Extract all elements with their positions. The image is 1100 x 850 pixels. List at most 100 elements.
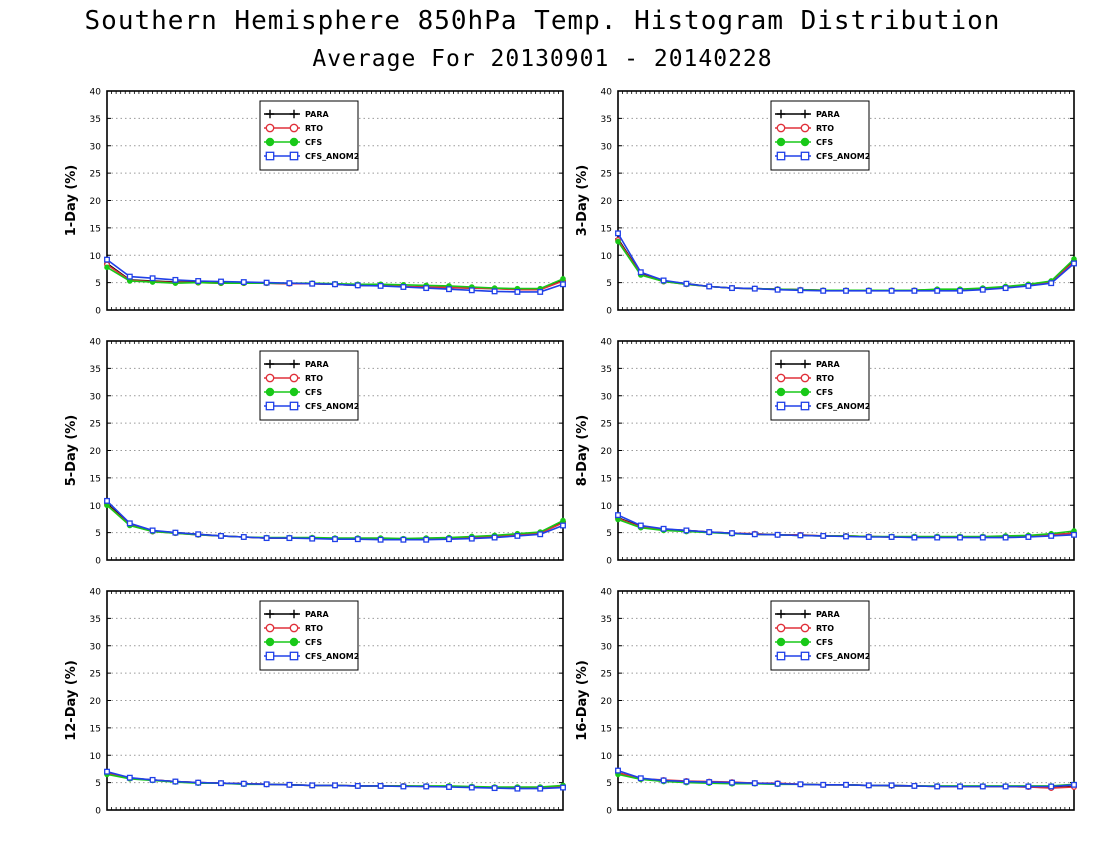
legend-box <box>770 100 870 171</box>
y-tick-label: 30 <box>601 142 613 152</box>
data-point <box>514 288 521 295</box>
y-tick-label: 40 <box>90 88 102 98</box>
data-point <box>1025 282 1032 289</box>
plot-frame <box>617 90 1075 311</box>
data-point <box>377 536 384 543</box>
legend-marker <box>800 637 810 647</box>
legend-label: RTO <box>305 124 323 133</box>
legend-marker <box>289 609 299 619</box>
data-point <box>1002 285 1009 292</box>
y-tick-label: 40 <box>601 588 613 598</box>
legend-box <box>770 350 870 421</box>
y-axis-label: 8-Day (%) <box>575 415 590 487</box>
y-tick-label: 10 <box>601 752 613 762</box>
data-point <box>514 785 521 792</box>
data-point <box>865 782 872 789</box>
data-point <box>172 529 179 536</box>
data-point <box>660 525 667 532</box>
data-point <box>911 287 918 294</box>
legend-marker <box>800 123 810 133</box>
data-point <box>400 536 407 543</box>
legend-label: PARA <box>305 360 329 369</box>
y-tick-label: 15 <box>601 224 612 234</box>
data-point <box>934 534 941 541</box>
y-tick-label: 0 <box>606 807 612 817</box>
data-point <box>218 278 224 285</box>
legend: PARA RTO CFS CFS_ANOM2 <box>259 100 359 171</box>
y-tick-label: 20 <box>601 197 613 207</box>
legend-box <box>259 350 359 421</box>
legend-label: CFS_ANOM2 <box>305 652 359 661</box>
data-point <box>774 780 781 787</box>
data-point <box>309 782 316 789</box>
data-point <box>729 285 735 292</box>
data-point <box>683 280 690 287</box>
data-point <box>377 282 384 289</box>
legend-marker <box>800 651 810 661</box>
data-point <box>1071 260 1077 267</box>
legend: PARA RTO CFS CFS_ANOM2 <box>770 100 870 171</box>
y-tick-label: 25 <box>601 170 612 180</box>
y-tick-label: 20 <box>601 447 613 457</box>
y-tick-label: 25 <box>601 420 612 430</box>
chart-panel-3: 0 5 10 15 20 25 30 35 40 5-Day (%) PARA RTO CFS CFS_A… <box>64 338 566 567</box>
data-point <box>218 780 224 787</box>
y-tick-label: 30 <box>90 392 102 402</box>
chart-panel-5: 0 5 10 15 20 25 30 35 40 12-Day (%) PARA RTO CFS CFS_… <box>64 588 566 817</box>
y-tick-label: 5 <box>95 529 101 539</box>
legend-label: CFS <box>305 388 322 397</box>
chart-panel-2: 0 5 10 15 20 25 30 35 40 3-Day (%) PARA RTO CFS CFS_A… <box>575 88 1077 317</box>
y-tick-label: 35 <box>601 615 612 625</box>
legend-label: CFS <box>816 638 833 647</box>
legend-marker <box>776 651 786 661</box>
y-tick-label: 25 <box>90 420 101 430</box>
legend-label: PARA <box>816 610 840 619</box>
y-tick-label: 15 <box>90 224 101 234</box>
data-point <box>843 533 849 540</box>
chart-title: Southern Hemisphere 850hPa Temp. Histogr… <box>84 6 1001 36</box>
legend-marker <box>800 137 810 147</box>
y-tick-label: 0 <box>606 307 612 317</box>
chart-panel-4: 0 5 10 15 20 25 30 35 40 8-Day (%) PARA RTO CFS CFS_A… <box>575 338 1077 567</box>
data-point <box>774 286 781 293</box>
data-point <box>332 536 338 543</box>
data-point <box>706 779 713 786</box>
data-point <box>263 781 270 788</box>
legend-label: PARA <box>816 110 840 119</box>
data-point <box>560 517 566 524</box>
y-tick-label: 0 <box>95 307 101 317</box>
data-point <box>615 238 621 245</box>
data-point <box>446 286 452 293</box>
y-tick-label: 5 <box>606 529 612 539</box>
legend-marker <box>289 401 299 411</box>
data-point <box>263 279 270 286</box>
plot-frame <box>106 340 564 561</box>
legend-label: RTO <box>816 374 834 383</box>
data-point <box>468 287 475 294</box>
plot-frame <box>106 90 564 311</box>
legend-label: CFS_ANOM2 <box>816 152 870 161</box>
legend: PARA RTO CFS CFS_ANOM2 <box>259 600 359 671</box>
data-point <box>751 531 758 538</box>
y-tick-label: 5 <box>95 779 101 789</box>
data-point <box>126 774 133 781</box>
y-tick-label: 15 <box>601 474 612 484</box>
data-point <box>149 776 156 783</box>
legend-marker <box>265 137 275 147</box>
data-point <box>172 276 179 283</box>
legend-marker <box>265 651 275 661</box>
y-axis-label: 16-Day (%) <box>575 660 590 741</box>
data-point <box>149 275 156 282</box>
data-point <box>354 782 361 789</box>
legend-marker <box>776 623 786 633</box>
legend: PARA RTO CFS CFS_ANOM2 <box>770 350 870 421</box>
legend-label: PARA <box>305 610 329 619</box>
data-point <box>979 286 986 293</box>
legend-marker <box>265 123 275 133</box>
y-tick-label: 30 <box>601 392 613 402</box>
data-point <box>729 779 735 786</box>
y-axis-label: 5-Day (%) <box>64 415 79 487</box>
data-point <box>286 535 293 542</box>
legend-label: CFS_ANOM2 <box>305 402 359 411</box>
data-point <box>126 273 133 280</box>
